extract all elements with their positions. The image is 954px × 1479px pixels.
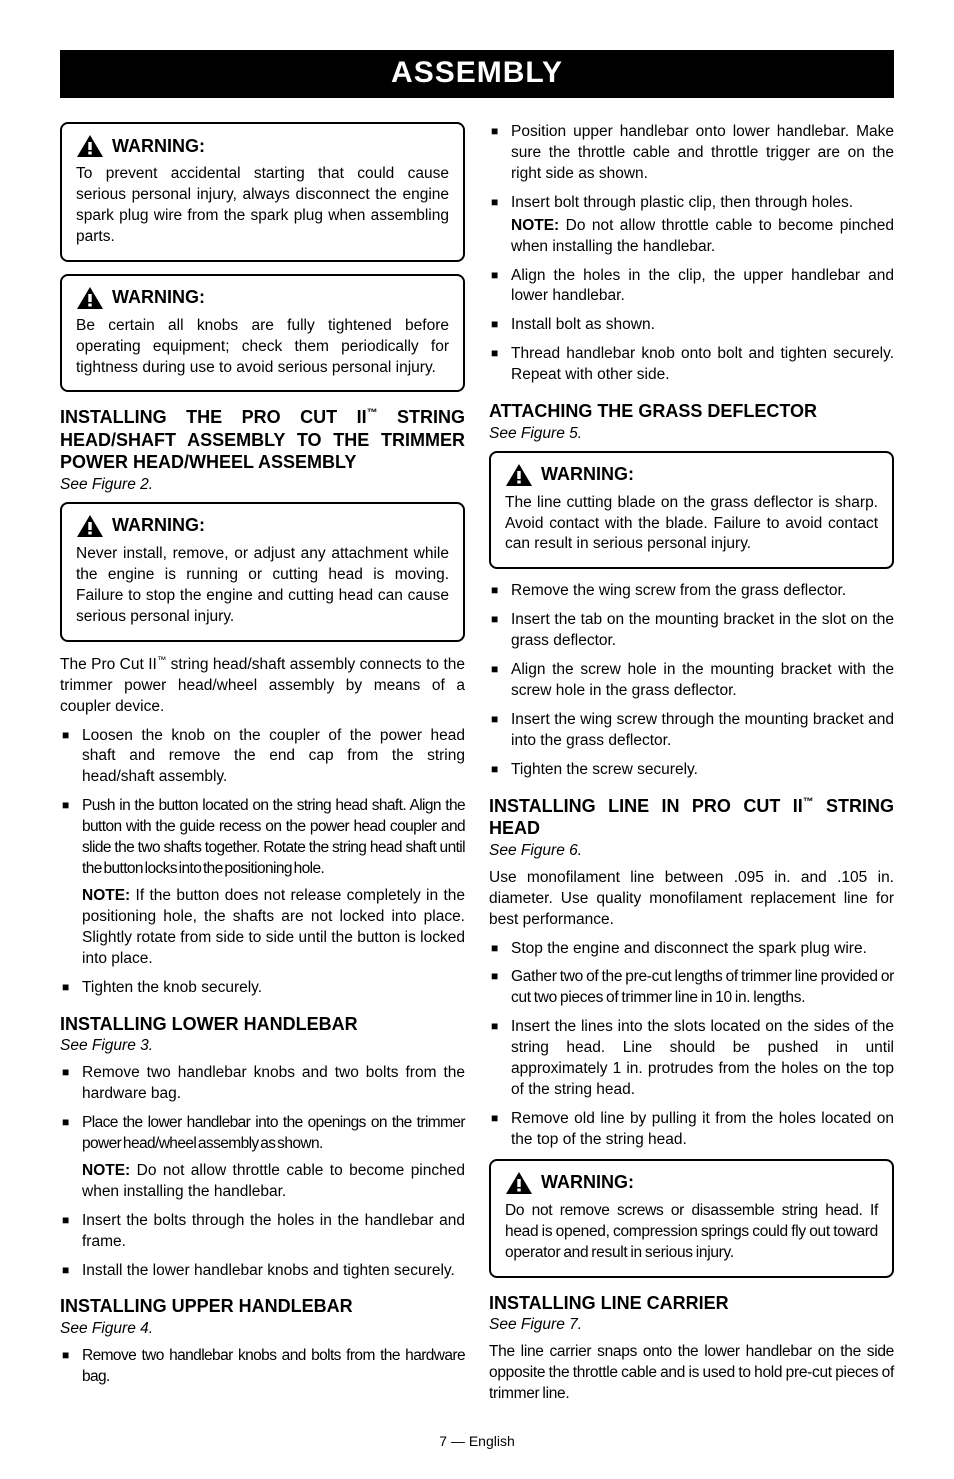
warning-label: WARNING: (112, 287, 205, 308)
list-item: Insert the wing screw through the mounti… (489, 710, 894, 752)
list-item: Push in the button located on the string… (60, 796, 465, 969)
warning-triangle-icon (76, 134, 104, 158)
list-item: Tighten the knob securely. (60, 978, 465, 999)
note-text: Do not allow throttle cable to become pi… (82, 1162, 465, 1200)
list-item: Remove old line by pulling it from the h… (489, 1109, 894, 1151)
warning-text: Be certain all knobs are fully tightened… (76, 316, 449, 379)
heading-part-a: INSTALLING LINE IN PRO CUT II (489, 796, 803, 816)
warning-box-2: WARNING: Be certain all knobs are fully … (60, 274, 465, 393)
see-figure-2: See Figure 2. (60, 476, 465, 494)
warning-text: The line cutting blade on the grass defl… (505, 493, 878, 556)
list-item: Remove two handlebar knobs and bolts fro… (60, 1346, 465, 1388)
list-item: Insert the tab on the mounting bracket i… (489, 610, 894, 652)
paragraph: The line carrier snaps onto the lower ha… (489, 1342, 894, 1405)
tm-symbol: ™ (157, 655, 166, 665)
warning-triangle-icon (76, 286, 104, 310)
tm-symbol: ™ (803, 796, 814, 808)
list-item-text: Place the lower handlebar into the openi… (82, 1114, 465, 1152)
paragraph: The Pro Cut II™ string head/shaft assemb… (60, 654, 465, 718)
see-figure-5: See Figure 5. (489, 425, 894, 443)
heading-install-string-head: INSTALLING THE PRO CUT II™ STRING HEAD/S… (60, 406, 465, 474)
paragraph: Use monofilament line between .095 in. a… (489, 868, 894, 931)
list-item: Remove two handlebar knobs and two bolts… (60, 1063, 465, 1105)
list-item: Align the screw hole in the mounting bra… (489, 660, 894, 702)
heading-install-line: INSTALLING LINE IN PRO CUT II™ STRING HE… (489, 795, 894, 840)
list-item: Align the holes in the clip, the upper h… (489, 266, 894, 308)
note-block: NOTE: If the button does not release com… (82, 886, 465, 970)
list-item: Gather two of the pre-cut lengths of tri… (489, 967, 894, 1009)
warning-header: WARNING: (76, 286, 449, 310)
list-item: Tighten the screw securely. (489, 760, 894, 781)
warning-triangle-icon (76, 514, 104, 538)
section-title-bar: ASSEMBLY (60, 50, 894, 98)
note-text: Do not allow throttle cable to become pi… (511, 217, 894, 255)
list-item-text: Push in the button located on the string… (82, 797, 465, 877)
warning-text: Do not remove screws or disassemble stri… (505, 1201, 878, 1264)
section-title: ASSEMBLY (391, 56, 563, 89)
list-item: Loosen the knob on the coupler of the po… (60, 726, 465, 789)
list-item: Position upper handlebar onto lower hand… (489, 122, 894, 185)
warning-header: WARNING: (76, 134, 449, 158)
bullet-list-1: Loosen the knob on the coupler of the po… (60, 726, 465, 999)
heading-lower-handlebar: INSTALLING LOWER HANDLEBAR (60, 1013, 465, 1036)
warning-text: To prevent accidental starting that coul… (76, 164, 449, 248)
left-column: WARNING: To prevent accidental starting … (60, 122, 465, 1413)
note-text: If the button does not release completel… (82, 887, 465, 967)
warning-box-4: WARNING: The line cutting blade on the g… (489, 451, 894, 570)
list-item: Insert the bolts through the holes in th… (60, 1211, 465, 1253)
note-label: NOTE: (82, 887, 130, 904)
two-column-layout: WARNING: To prevent accidental starting … (60, 122, 894, 1413)
list-item: Insert the lines into the slots located … (489, 1017, 894, 1101)
warning-box-3: WARNING: Never install, remove, or adjus… (60, 502, 465, 642)
warning-box-1: WARNING: To prevent accidental starting … (60, 122, 465, 262)
list-item: Remove the wing screw from the grass def… (489, 581, 894, 602)
see-figure-7: See Figure 7. (489, 1316, 894, 1334)
list-item: Install the lower handlebar knobs and ti… (60, 1261, 465, 1282)
page: ASSEMBLY WARNING: To prevent accidental … (0, 0, 954, 1479)
tm-symbol: ™ (367, 407, 378, 419)
warning-triangle-icon (505, 463, 533, 487)
heading-part-a: INSTALLING THE PRO CUT II (60, 407, 367, 427)
bullet-list-4: Position upper handlebar onto lower hand… (489, 122, 894, 386)
list-item: Thread handlebar knob onto bolt and tigh… (489, 344, 894, 386)
bullet-list-2: Remove two handlebar knobs and two bolts… (60, 1063, 465, 1281)
warning-text: Never install, remove, or adjust any att… (76, 544, 449, 628)
note-label: NOTE: (82, 1162, 130, 1179)
para-part-a: The Pro Cut II (60, 656, 157, 673)
list-item: Insert bolt through plastic clip, then t… (489, 193, 894, 258)
see-figure-4: See Figure 4. (60, 1320, 465, 1338)
warning-label: WARNING: (541, 1172, 634, 1193)
bullet-list-5: Remove the wing screw from the grass def… (489, 581, 894, 780)
heading-grass-deflector: ATTACHING THE GRASS DEFLECTOR (489, 400, 894, 423)
warning-header: WARNING: (76, 514, 449, 538)
note-block: NOTE: Do not allow throttle cable to bec… (511, 216, 894, 258)
see-figure-6: See Figure 6. (489, 842, 894, 860)
heading-line-carrier: INSTALLING LINE CARRIER (489, 1292, 894, 1315)
warning-label: WARNING: (541, 464, 634, 485)
warning-header: WARNING: (505, 1171, 878, 1195)
warning-label: WARNING: (112, 136, 205, 157)
list-item: Stop the engine and disconnect the spark… (489, 939, 894, 960)
right-column: Position upper handlebar onto lower hand… (489, 122, 894, 1413)
see-figure-3: See Figure 3. (60, 1037, 465, 1055)
warning-triangle-icon (505, 1171, 533, 1195)
bullet-list-3: Remove two handlebar knobs and bolts fro… (60, 1346, 465, 1388)
bullet-list-6: Stop the engine and disconnect the spark… (489, 939, 894, 1151)
warning-label: WARNING: (112, 515, 205, 536)
list-item: Install bolt as shown. (489, 315, 894, 336)
list-item-text: Insert bolt through plastic clip, then t… (511, 194, 853, 211)
page-footer: 7 — English (60, 1433, 894, 1449)
list-item: Place the lower handlebar into the openi… (60, 1113, 465, 1203)
heading-upper-handlebar: INSTALLING UPPER HANDLEBAR (60, 1295, 465, 1318)
note-block: NOTE: Do not allow throttle cable to bec… (82, 1161, 465, 1203)
warning-box-5: WARNING: Do not remove screws or disasse… (489, 1159, 894, 1278)
warning-header: WARNING: (505, 463, 878, 487)
note-label: NOTE: (511, 217, 559, 234)
